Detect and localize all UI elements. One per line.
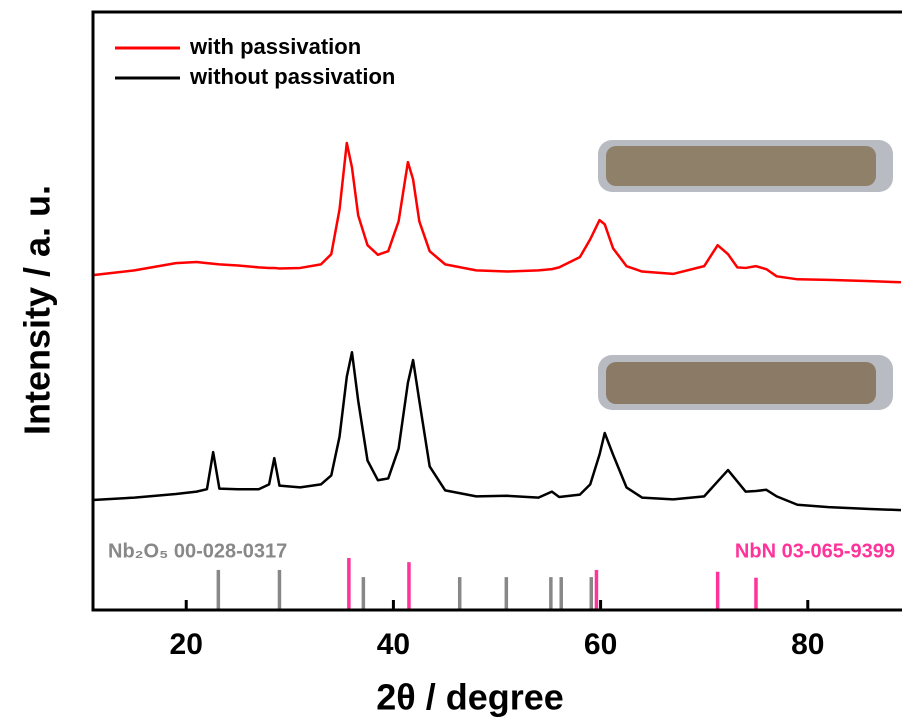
legend-label: with passivation (189, 34, 361, 59)
inset-sample-top (606, 146, 876, 186)
inset-photos (598, 140, 893, 410)
x-tick-label: 60 (584, 628, 617, 661)
y-axis-label: Intensity / a. u. (17, 185, 58, 435)
reference-label: NbN 03-065-9399 (735, 540, 895, 562)
x-tick-label: 40 (377, 628, 410, 661)
legend-label: without passivation (189, 64, 395, 89)
inset-sample-bottom (606, 362, 876, 404)
data-line (92, 351, 902, 512)
data-line (92, 141, 902, 284)
x-tick-label: 20 (170, 628, 203, 661)
x-tick-label: 80 (791, 628, 824, 661)
reference-label: Nb₂O₅ 00-028-0317 (108, 540, 287, 562)
x-axis-label: 2θ / degree (376, 677, 564, 718)
plot-frame (91, 10, 902, 612)
